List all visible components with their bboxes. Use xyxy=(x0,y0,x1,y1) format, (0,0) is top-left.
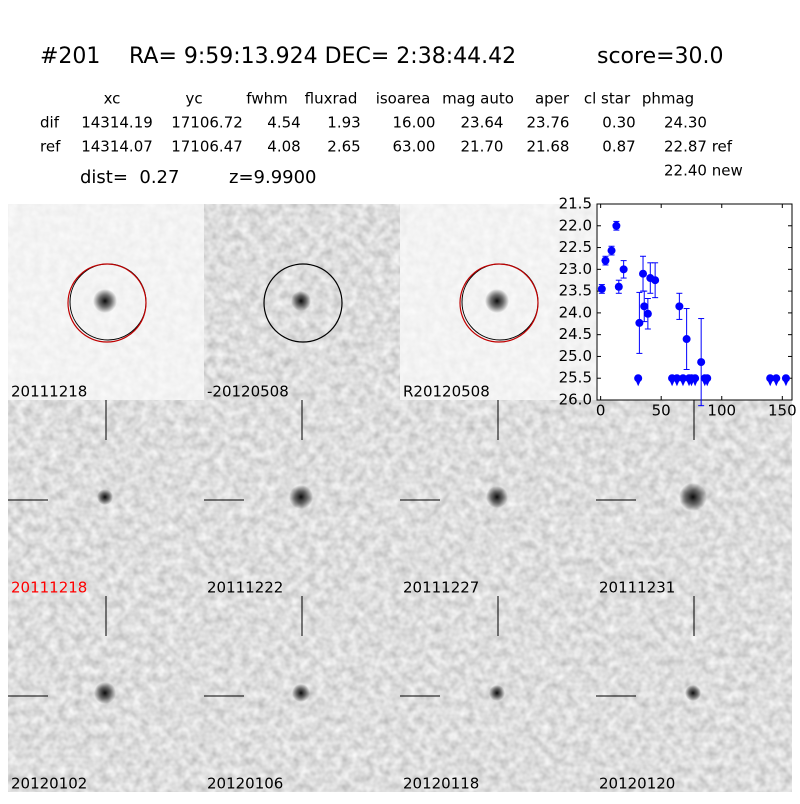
data-point xyxy=(697,358,706,367)
table-cell: 17106.47 xyxy=(171,138,243,156)
data-point xyxy=(781,374,790,383)
table-cell: 24.30 xyxy=(664,114,707,132)
table-cell: 4.54 xyxy=(267,114,300,132)
redshift: z=9.9900 xyxy=(229,167,317,188)
y-tick-label: 24.5 xyxy=(559,325,592,343)
data-point xyxy=(639,269,648,278)
table-cell: 23.76 xyxy=(527,114,570,132)
data-point xyxy=(672,374,681,383)
data-point xyxy=(612,221,621,230)
aperture xyxy=(67,263,147,343)
source xyxy=(291,291,311,311)
panel-label: 20111231 xyxy=(599,579,675,597)
column-header: isoarea xyxy=(376,90,431,108)
panel-label: 20120102 xyxy=(11,775,87,793)
data-point xyxy=(640,302,649,311)
table-cell: 22.87 ref xyxy=(664,138,733,156)
x-tick-label: 0 xyxy=(596,402,606,420)
column-header: phmag xyxy=(642,90,694,108)
source xyxy=(94,682,116,704)
data-point xyxy=(643,309,652,318)
column-header: cl star xyxy=(584,90,631,108)
table-cell: 0.87 xyxy=(602,138,635,156)
x-tick-label: 50 xyxy=(652,402,671,420)
data-point xyxy=(675,302,684,311)
panel-label: 20111227 xyxy=(403,579,479,597)
x-tick-label: 100 xyxy=(707,402,736,420)
y-tick-label: 23.5 xyxy=(559,282,592,300)
column-header: fluxrad xyxy=(305,90,358,108)
row-label: dif xyxy=(40,114,60,132)
table-cell: 2.65 xyxy=(327,138,360,156)
table-cell: 21.70 xyxy=(461,138,504,156)
table-cell: 21.68 xyxy=(527,138,570,156)
y-tick-label: 22.0 xyxy=(559,216,592,234)
column-header: mag auto xyxy=(442,90,514,108)
table-cell: 1.93 xyxy=(327,114,360,132)
data-point xyxy=(766,374,775,383)
data-point xyxy=(691,374,700,383)
source xyxy=(489,685,505,701)
table-cell: 17106.72 xyxy=(171,114,243,132)
column-header: aper xyxy=(535,90,570,108)
aperture xyxy=(263,263,343,343)
table-cell: 0.30 xyxy=(602,114,635,132)
column-header: yc xyxy=(185,90,202,108)
data-point xyxy=(678,374,687,383)
source xyxy=(289,485,313,509)
panel-label: 20111218 xyxy=(11,383,87,401)
panel-label: 20120120 xyxy=(599,775,675,793)
panel-label: 20111222 xyxy=(207,579,283,597)
table-cell: 23.64 xyxy=(461,114,504,132)
panel-label: R20120508 xyxy=(403,383,490,401)
x-tick-label: 150 xyxy=(768,402,797,420)
data-point xyxy=(682,335,691,344)
y-tick-label: 22.5 xyxy=(559,238,592,256)
data-point xyxy=(607,246,616,255)
panel-label: -20120508 xyxy=(207,383,289,401)
data-point xyxy=(703,374,712,383)
table-cell: 4.08 xyxy=(267,138,300,156)
dist: dist= 0.27 xyxy=(80,167,179,188)
y-tick-label: 23.0 xyxy=(559,260,592,278)
table-cell: 16.00 xyxy=(393,114,436,132)
candidate-id: #201 xyxy=(40,44,100,69)
table-cell: 14314.19 xyxy=(81,114,153,132)
data-point xyxy=(614,282,623,291)
source xyxy=(685,685,701,701)
table-cell: 14314.07 xyxy=(81,138,153,156)
y-tick-label: 25.0 xyxy=(559,347,592,365)
coordinates: RA= 9:59:13.924 DEC= 2:38:44.42 xyxy=(129,44,516,69)
source xyxy=(486,486,508,508)
table-cell: 63.00 xyxy=(393,138,436,156)
data-point xyxy=(772,374,781,383)
y-tick-label: 26.0 xyxy=(559,391,592,409)
panel-label: 20111218 xyxy=(11,579,87,597)
column-header: xc xyxy=(104,90,121,108)
panel-label: 20120118 xyxy=(403,775,479,793)
data-point xyxy=(597,284,606,293)
data-point xyxy=(619,265,628,274)
y-tick-label: 25.5 xyxy=(559,369,592,387)
y-tick-label: 24.0 xyxy=(559,303,592,321)
score: score=30.0 xyxy=(597,44,724,69)
aperture xyxy=(459,263,539,343)
table-note: 22.40 new xyxy=(664,162,743,180)
panel-label: 20120106 xyxy=(207,775,283,793)
column-header: fwhm xyxy=(246,90,287,108)
source xyxy=(679,483,707,511)
data-point xyxy=(651,276,660,285)
source xyxy=(97,489,113,505)
plot-area xyxy=(596,203,793,401)
source xyxy=(292,684,310,702)
y-tick-label: 21.5 xyxy=(559,195,592,213)
source xyxy=(485,289,509,313)
data-point xyxy=(601,256,610,265)
source xyxy=(93,289,117,313)
row-label: ref xyxy=(40,138,61,156)
data-point xyxy=(634,374,643,383)
data-point xyxy=(635,318,644,327)
